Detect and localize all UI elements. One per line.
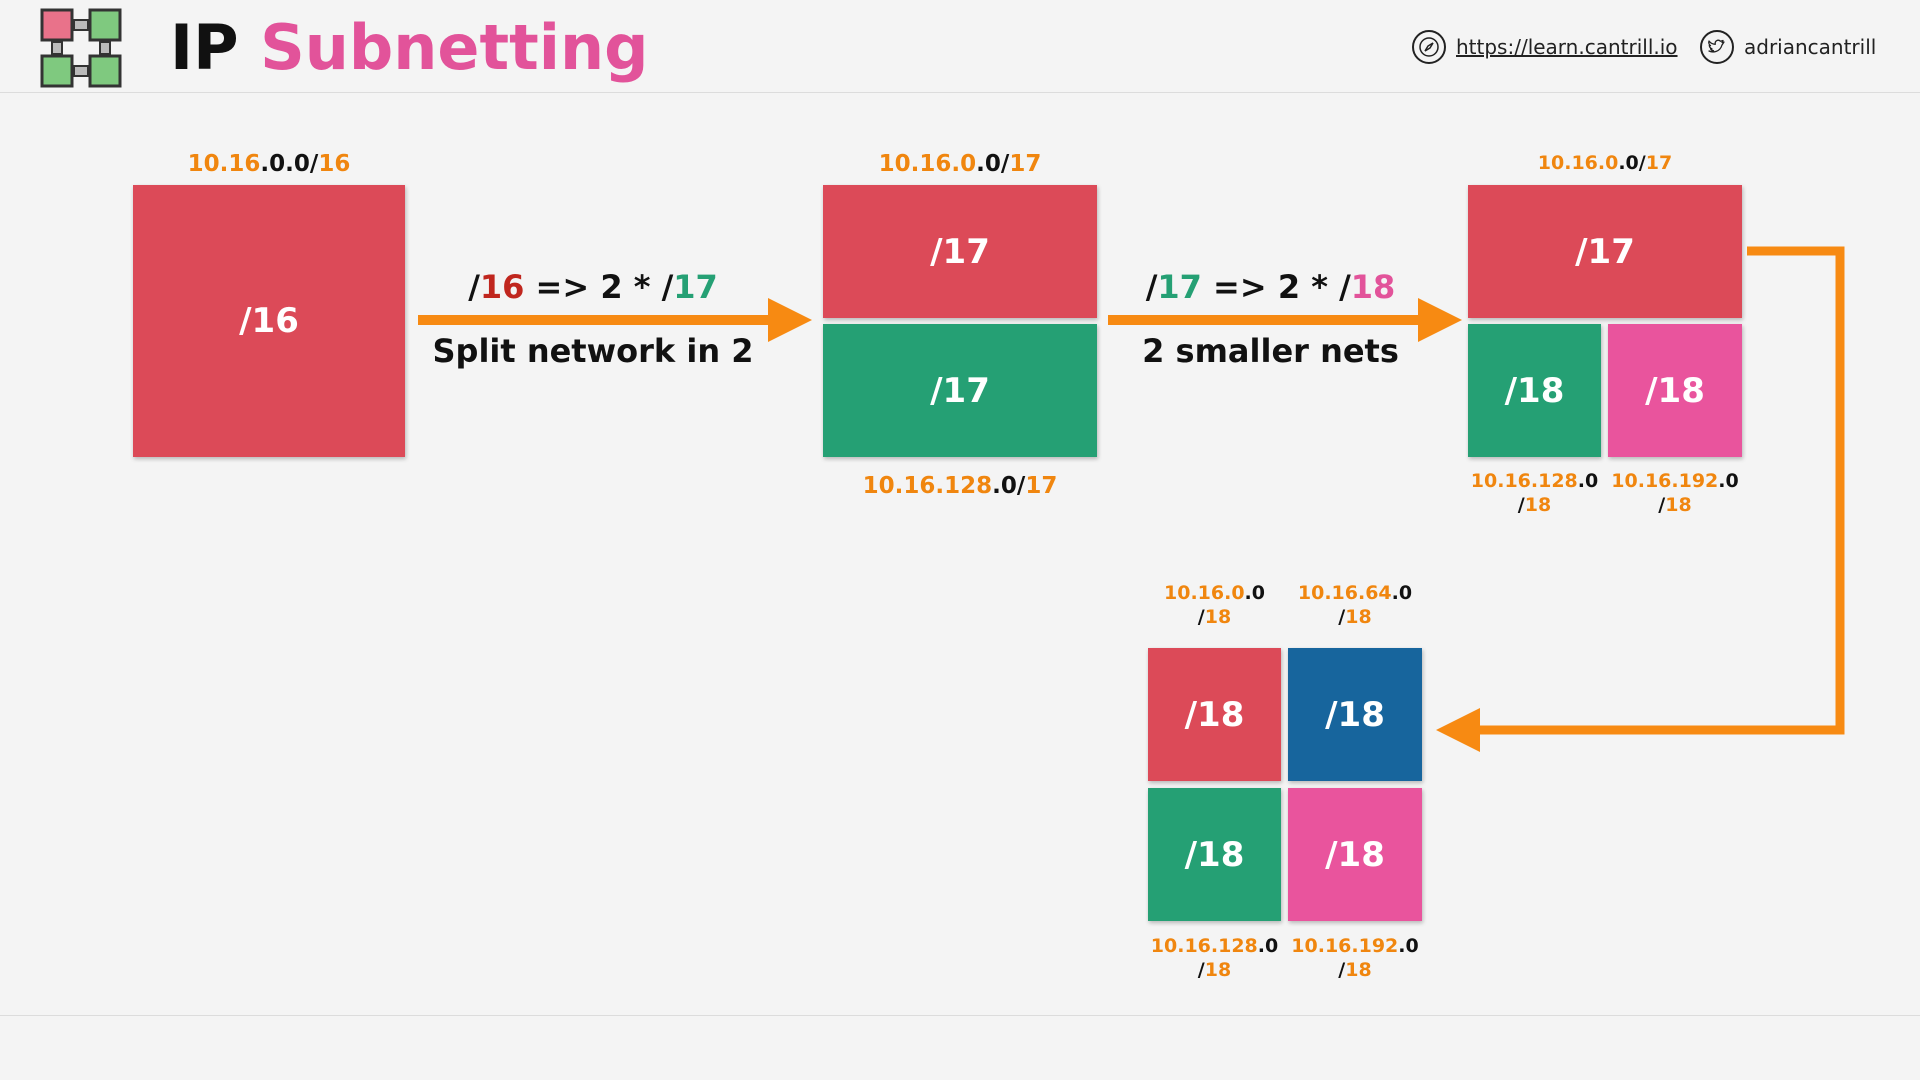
block-16: /16 — [133, 185, 405, 457]
footer-divider — [0, 1015, 1920, 1016]
block-18-green-final: /18 — [1148, 788, 1281, 921]
step2-top-label: 10.16.0.0/17 — [878, 151, 1042, 177]
block-18-blue: /18 — [1288, 648, 1422, 781]
block-18-green: /18 — [1468, 324, 1601, 457]
block-17-remaining: /17 — [1468, 185, 1742, 318]
website-url[interactable]: https://learn.cantrill.io — [1456, 35, 1678, 59]
block-18-red: /18 — [1148, 648, 1281, 781]
step3-rule: /17 => 2 * /18 — [1145, 268, 1396, 306]
step3-top-label: 10.16.0.0/17 — [1537, 152, 1673, 174]
twitter-handle[interactable]: adriancantrill — [1744, 35, 1877, 59]
arrow-step3-line — [1478, 246, 1845, 735]
header-bar: IP Subnetting https://learn.cantrill.io … — [0, 0, 1920, 93]
compass-icon — [1412, 30, 1446, 64]
step1-network-label: 10.16.0.0/16 — [187, 151, 351, 177]
step4-bl-label: 10.16.128.0 /18 — [1150, 935, 1279, 981]
step2-rule: /16 => 2 * /17 — [468, 268, 718, 306]
network-logo-icon — [40, 8, 122, 88]
step4-tr-label: 10.16.64.0 /18 — [1297, 582, 1413, 628]
block-18-pink-final: /18 — [1288, 788, 1422, 921]
twitter-link[interactable]: adriancantrill — [1700, 28, 1876, 66]
step2-bottom-label: 10.16.128.0/17 — [862, 473, 1058, 499]
step4-tl-label: 10.16.0.0 /18 — [1164, 582, 1265, 628]
step4-br-label: 10.16.192.0 /18 — [1291, 935, 1419, 981]
block-18-pink: /18 — [1608, 324, 1742, 457]
step3-green-label: 10.16.128.0 /18 — [1470, 470, 1599, 516]
website-link[interactable]: https://learn.cantrill.io — [1412, 28, 1678, 66]
block-17-top: /17 — [823, 185, 1097, 318]
block-17-bottom: /17 — [823, 324, 1097, 457]
arrow-step1-head — [768, 298, 812, 342]
step3-caption: 2 smaller nets — [1142, 332, 1399, 370]
step3-pink-label: 10.16.192.0 /18 — [1611, 470, 1739, 516]
arrow-step2-head — [1418, 298, 1462, 342]
arrow-step3-head — [1436, 708, 1480, 752]
title-prefix: IP — [170, 11, 239, 84]
twitter-bird-icon — [1700, 30, 1734, 64]
title-main: Subnetting — [260, 11, 649, 84]
page-title: IP Subnetting — [170, 6, 649, 90]
step2-caption: Split network in 2 — [432, 332, 754, 370]
